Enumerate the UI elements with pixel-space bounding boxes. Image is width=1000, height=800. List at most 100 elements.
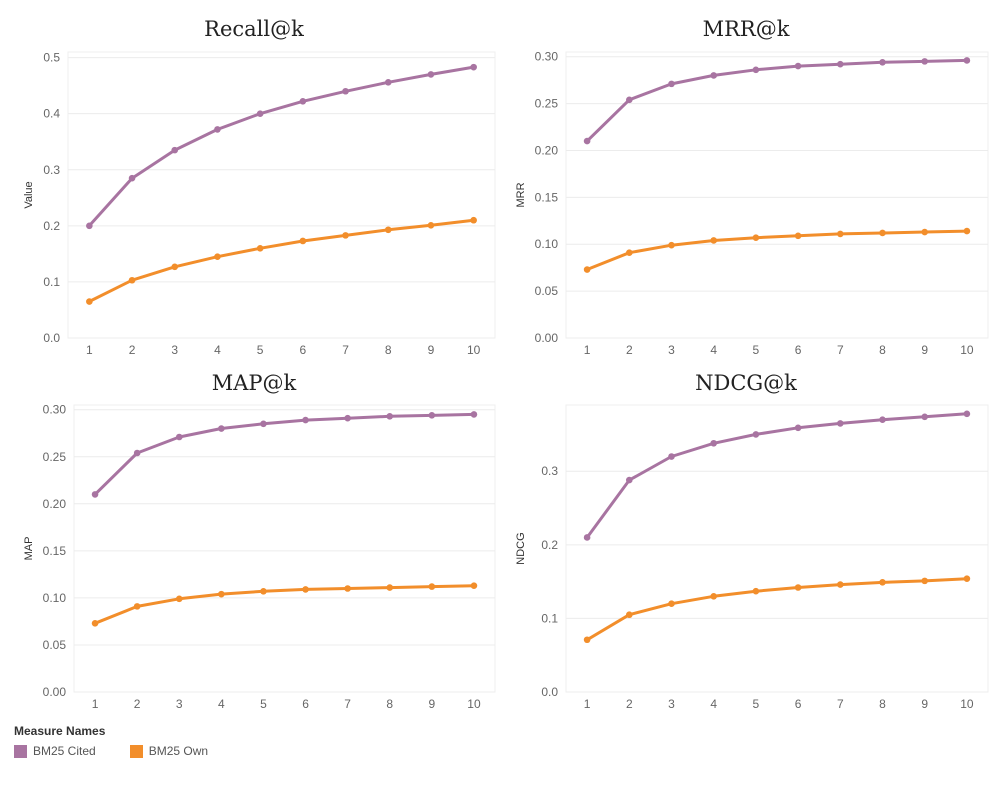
recall-data-point-bm25-own[interactable] xyxy=(427,221,435,229)
map-data-point-bm25-own[interactable] xyxy=(260,588,267,595)
recall-data-point-bm25-cited[interactable] xyxy=(384,78,392,86)
map-data-point-bm25-cited[interactable] xyxy=(344,414,351,422)
ndcg-data-point-bm25-cited[interactable] xyxy=(668,453,675,460)
ndcg-data-point-bm25-cited[interactable] xyxy=(626,476,633,484)
map-data-point-bm25-own[interactable] xyxy=(470,582,478,589)
map-data-point-bm25-cited[interactable] xyxy=(428,412,436,419)
ndcg-data-point-bm25-cited[interactable] xyxy=(752,431,760,438)
recall-data-point-bm25-own[interactable] xyxy=(86,298,93,305)
ndcg-data-point-bm25-own[interactable] xyxy=(626,611,633,619)
mrr-data-point-bm25-cited[interactable] xyxy=(710,72,717,79)
legend-item-bm25-cited[interactable]: BM25 Cited xyxy=(14,744,96,758)
map-data-point-bm25-own[interactable] xyxy=(91,620,99,627)
ndcg-data-point-bm25-cited[interactable] xyxy=(921,413,928,421)
recall-data-point-bm25-own[interactable] xyxy=(384,226,392,234)
recall-data-point-bm25-own[interactable] xyxy=(256,244,264,252)
legend-label-bm25-cited: BM25 Cited xyxy=(33,744,96,758)
recall-data-point-bm25-cited[interactable] xyxy=(171,146,179,154)
map-x-tick-label: 3 xyxy=(176,697,183,711)
ndcg-data-point-bm25-cited[interactable] xyxy=(879,416,886,424)
ndcg-data-point-bm25-own[interactable] xyxy=(668,600,675,607)
map-data-point-bm25-own[interactable] xyxy=(344,585,351,592)
mrr-data-point-bm25-own[interactable] xyxy=(921,228,928,236)
mrr-data-point-bm25-own[interactable] xyxy=(626,249,633,256)
recall-data-point-bm25-own[interactable] xyxy=(214,253,221,260)
ndcg-data-point-bm25-cited[interactable] xyxy=(837,420,844,427)
legend-item-bm25-own[interactable]: BM25 Own xyxy=(129,744,208,758)
ndcg-x-tick-label: 1 xyxy=(584,697,591,711)
mrr-data-point-bm25-cited[interactable] xyxy=(668,80,675,88)
recall-data-point-bm25-cited[interactable] xyxy=(427,71,435,78)
mrr-data-point-bm25-cited[interactable] xyxy=(921,58,928,65)
map-data-point-bm25-cited[interactable] xyxy=(218,425,225,432)
mrr-data-point-bm25-cited[interactable] xyxy=(837,60,844,68)
recall-y-tick-label: 0.0 xyxy=(43,331,60,345)
map-data-point-bm25-own[interactable] xyxy=(175,595,183,603)
map-data-point-bm25-cited[interactable] xyxy=(386,412,394,420)
map-plot-frame xyxy=(73,404,496,693)
ndcg-data-point-bm25-own[interactable] xyxy=(710,593,717,600)
map-data-point-bm25-own[interactable] xyxy=(218,590,225,598)
mrr-data-point-bm25-cited[interactable] xyxy=(752,66,760,74)
map-data-point-bm25-own[interactable] xyxy=(302,586,309,593)
recall-data-point-bm25-cited[interactable] xyxy=(299,98,307,105)
ndcg-data-point-bm25-own[interactable] xyxy=(837,581,844,588)
ndcg-y-tick-label: 0.1 xyxy=(541,611,558,625)
recall-data-point-bm25-own[interactable] xyxy=(342,232,349,239)
mrr-data-point-bm25-cited[interactable] xyxy=(794,62,802,70)
mrr-data-point-bm25-own[interactable] xyxy=(710,237,717,244)
recall-data-point-bm25-own[interactable] xyxy=(171,263,179,271)
ndcg-data-point-bm25-own[interactable] xyxy=(963,575,971,582)
ndcg-data-point-bm25-own[interactable] xyxy=(794,584,802,591)
mrr-series-line-bm25-cited xyxy=(585,58,969,143)
mrr-data-point-bm25-own[interactable] xyxy=(963,227,971,235)
ndcg-data-point-bm25-own[interactable] xyxy=(752,587,760,595)
mrr-y-tick-label: 0.15 xyxy=(535,190,559,204)
recall-data-point-bm25-own[interactable] xyxy=(128,276,136,284)
map-data-point-bm25-cited[interactable] xyxy=(470,411,478,418)
mrr-x-tick-label: 5 xyxy=(753,343,760,357)
map-data-point-bm25-own[interactable] xyxy=(133,603,141,610)
recall-data-point-bm25-own[interactable] xyxy=(299,237,307,245)
recall-data-point-bm25-cited[interactable] xyxy=(470,63,477,71)
map-data-point-bm25-cited[interactable] xyxy=(260,420,267,428)
ndcg-data-point-bm25-own[interactable] xyxy=(583,636,591,644)
map-y-axis-label: MAP xyxy=(23,537,35,561)
mrr-y-tick-label: 0.30 xyxy=(535,50,559,64)
map-data-point-bm25-own[interactable] xyxy=(428,583,436,590)
ndcg-data-point-bm25-cited[interactable] xyxy=(794,424,802,432)
ndcg-data-point-bm25-cited[interactable] xyxy=(710,439,717,447)
recall-data-point-bm25-own[interactable] xyxy=(470,216,477,224)
mrr-data-point-bm25-own[interactable] xyxy=(794,232,802,240)
recall-data-point-bm25-cited[interactable] xyxy=(256,110,264,117)
map-data-point-bm25-cited[interactable] xyxy=(175,433,183,441)
recall-data-point-bm25-cited[interactable] xyxy=(214,126,221,133)
map-data-point-bm25-cited[interactable] xyxy=(302,416,309,424)
recall-data-point-bm25-cited[interactable] xyxy=(86,222,93,230)
recall-y-tick-label: 0.3 xyxy=(43,163,60,177)
recall-data-point-bm25-cited[interactable] xyxy=(342,87,349,95)
ndcg-x-tick-label: 5 xyxy=(753,697,760,711)
ndcg-data-point-bm25-own[interactable] xyxy=(921,577,928,585)
mrr-data-point-bm25-own[interactable] xyxy=(752,234,760,241)
mrr-data-point-bm25-cited[interactable] xyxy=(963,57,971,64)
mrr-chart: 0.00 0.05 0.10 0.15 0.20 0.25 0.30 1 2 3 4 5 6 7 8 9 10 M… xyxy=(515,17,989,357)
ndcg-data-point-bm25-cited[interactable] xyxy=(963,410,971,418)
map-data-point-bm25-own[interactable] xyxy=(386,584,394,591)
mrr-data-point-bm25-cited[interactable] xyxy=(583,137,591,145)
ndcg-data-point-bm25-own[interactable] xyxy=(879,579,886,586)
mrr-data-point-bm25-own[interactable] xyxy=(879,229,886,237)
map-y-tick-label: 0.00 xyxy=(43,685,67,699)
map-data-point-bm25-cited[interactable] xyxy=(133,449,141,457)
mrr-data-point-bm25-cited[interactable] xyxy=(879,59,886,66)
map-data-point-bm25-cited[interactable] xyxy=(91,491,99,498)
mrr-data-point-bm25-own[interactable] xyxy=(668,241,675,249)
ndcg-y-tick-label: 0.2 xyxy=(541,538,558,552)
ndcg-plot-frame xyxy=(565,404,989,693)
ndcg-data-point-bm25-cited[interactable] xyxy=(583,534,591,541)
map-x-tick-label: 1 xyxy=(92,697,99,711)
mrr-data-point-bm25-own[interactable] xyxy=(583,266,591,273)
mrr-data-point-bm25-cited[interactable] xyxy=(626,96,633,104)
recall-data-point-bm25-cited[interactable] xyxy=(128,174,136,182)
mrr-data-point-bm25-own[interactable] xyxy=(837,230,844,238)
